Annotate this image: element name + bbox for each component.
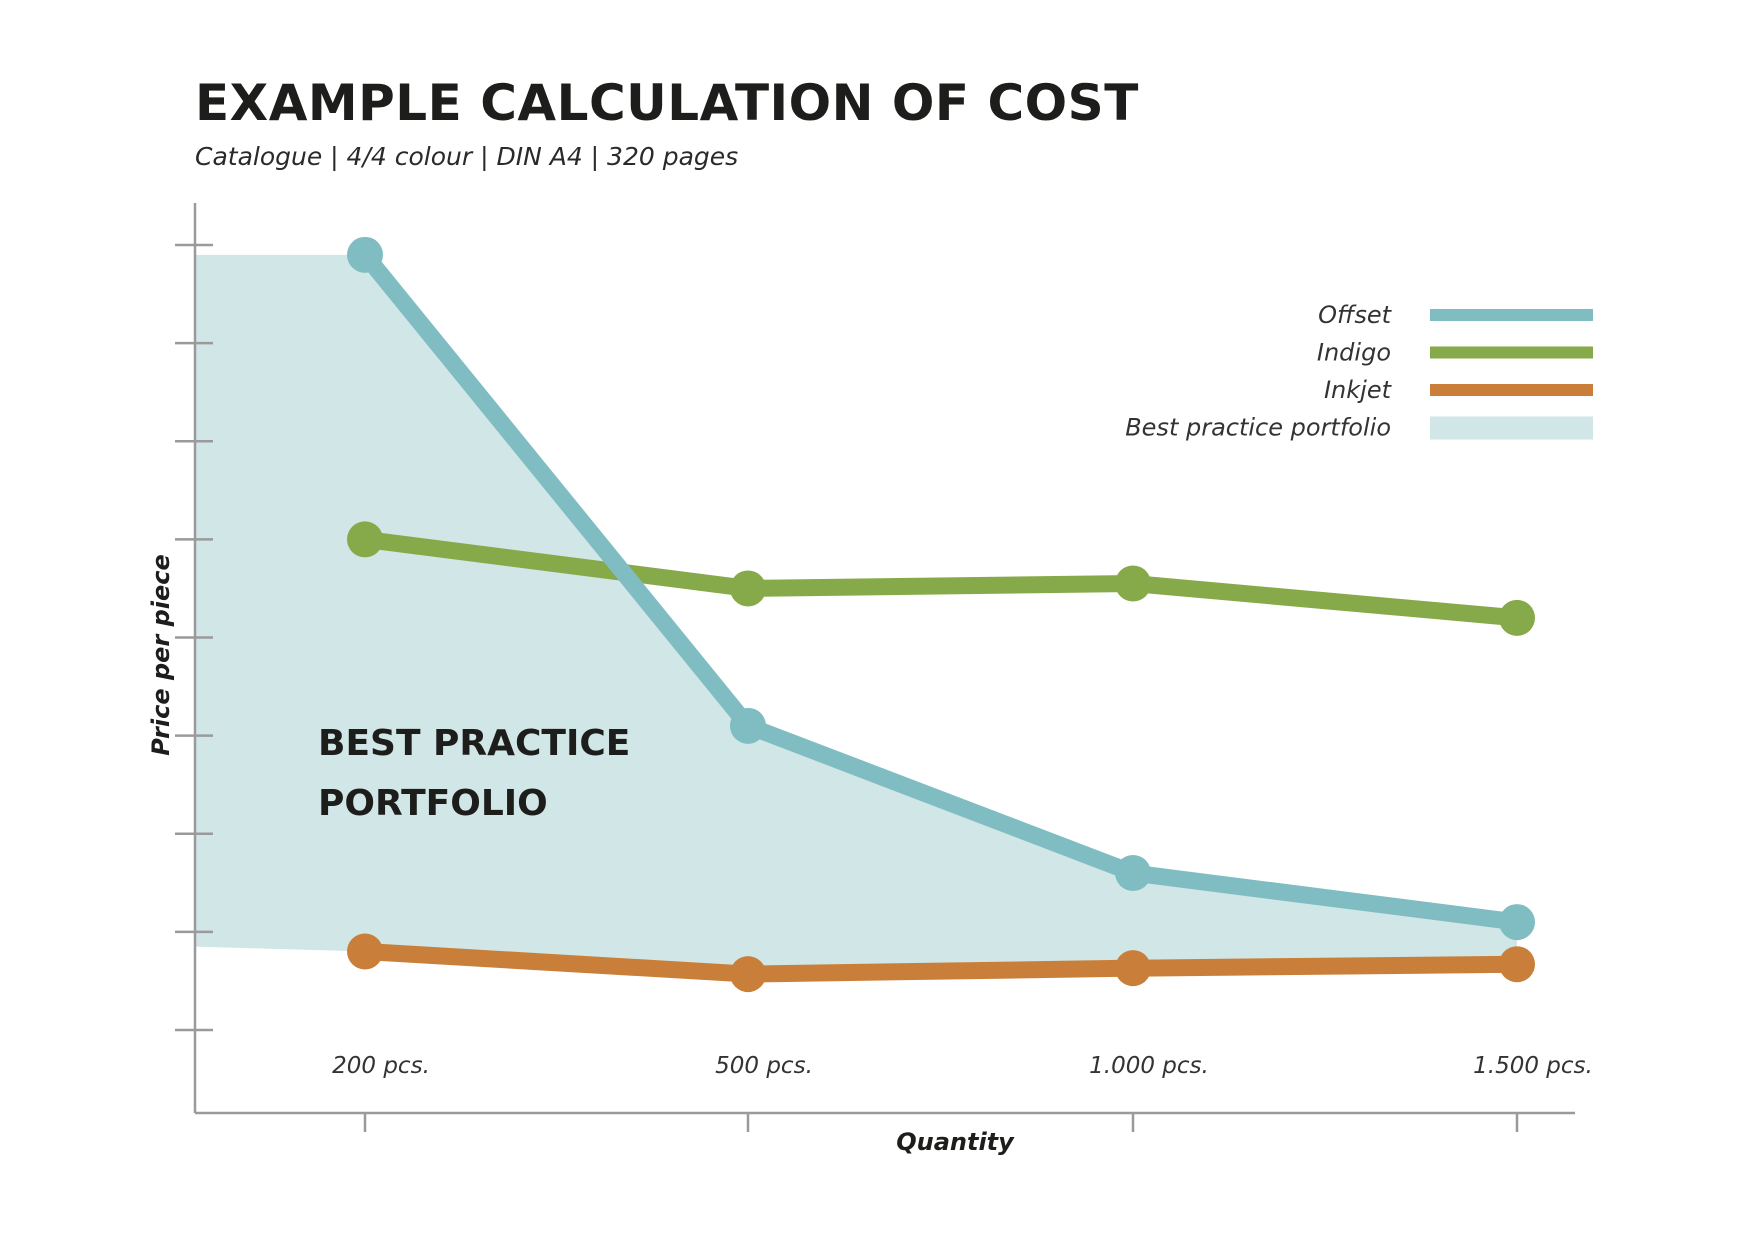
x-tick-label: 1.500 pcs.	[1473, 1053, 1593, 1079]
chart-title: EXAMPLE CALCULATION OF COST	[195, 74, 1139, 132]
data-point-offset	[1115, 855, 1151, 891]
x-tick-label: 1.000 pcs.	[1089, 1053, 1209, 1079]
legend-swatch	[1430, 416, 1593, 440]
data-point-inkjet	[347, 933, 383, 970]
legend-swatch	[1430, 346, 1593, 359]
area-label-line: PORTFOLIO	[318, 783, 548, 824]
series-line-indigo	[356, 530, 1526, 627]
legend-label: Indigo	[1317, 339, 1391, 367]
series-line-offset	[356, 246, 1526, 931]
chart-subtitle: Catalogue | 4/4 colour | DIN A4 | 320 pa…	[195, 142, 739, 171]
x-tick-label: 200 pcs.	[332, 1053, 430, 1079]
legend-swatch	[1430, 384, 1593, 396]
data-point-offset	[347, 236, 383, 273]
series-line-inkjet	[356, 943, 1526, 983]
x-axis-label: Quantity	[896, 1128, 1015, 1156]
area-label-line: BEST PRACTICE	[318, 723, 630, 764]
data-point-inkjet	[1115, 950, 1151, 987]
data-point-inkjet	[1499, 946, 1535, 983]
best-practice-area	[195, 254, 1517, 975]
data-point-indigo	[347, 521, 383, 558]
legend-label: Offset	[1318, 301, 1392, 329]
data-point-indigo	[1499, 599, 1535, 636]
data-point-indigo	[730, 570, 766, 607]
data-point-offset	[730, 707, 766, 744]
data-point-indigo	[1115, 565, 1151, 602]
data-point-inkjet	[730, 956, 766, 993]
y-axis-label: Price per piece	[147, 554, 175, 756]
x-tick-label: 500 pcs.	[715, 1053, 813, 1079]
legend-swatch	[1430, 309, 1593, 321]
data-point-offset	[1499, 904, 1535, 941]
legend-label: Best practice portfolio	[1125, 414, 1391, 442]
legend-label: Inkjet	[1324, 376, 1393, 404]
